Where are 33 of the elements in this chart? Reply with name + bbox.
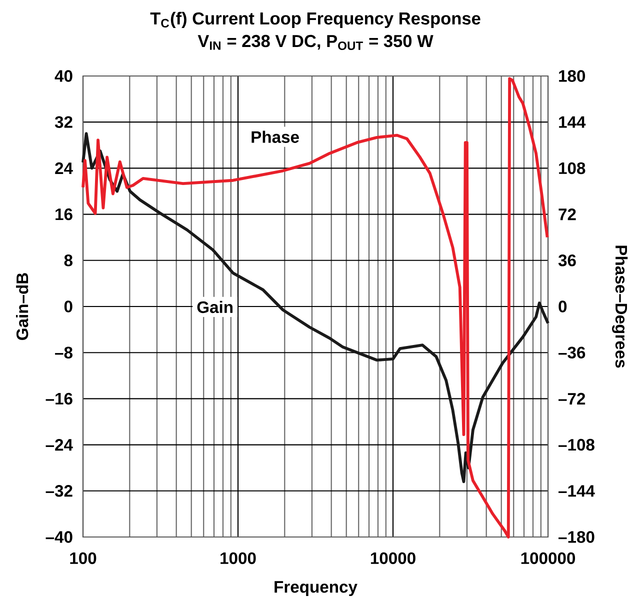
y-tick-label: 32 <box>54 116 72 128</box>
y-tick-label: 8 <box>64 254 72 266</box>
y2-axis-title: Phase–Degrees <box>612 246 628 368</box>
y-tick-label: –40 <box>46 531 72 543</box>
y2-tick-label: –180 <box>558 531 594 543</box>
y-tick-label: –24 <box>46 439 73 451</box>
y2-tick-label: –108 <box>558 438 594 451</box>
y-tick-label: –32 <box>46 485 72 497</box>
y2-tick-label: 0 <box>558 300 567 312</box>
chart-title: T$_{C}$(f) Current Loop Frequency Response <box>150 12 480 28</box>
y2-tick-label: –72 <box>558 392 586 404</box>
y-tick-label: 0 <box>64 300 72 312</box>
chart-subtitle: V$_{IN}$ = 238 V DC, P$_{OUT}$ = 350 W <box>198 34 434 50</box>
x-tick-label: 10000 <box>370 552 416 564</box>
y2-tick-label: –36 <box>558 346 586 358</box>
y-axis-title: Gain–dB <box>16 273 28 340</box>
y-tick-label: –16 <box>46 392 72 405</box>
y-tick-label: 16 <box>56 208 72 220</box>
y2-tick-label: 72 <box>558 208 576 220</box>
series-label: Phase <box>252 130 299 143</box>
x-tick-label: 100 <box>70 552 96 564</box>
y-tick-label: –8 <box>55 346 72 358</box>
x-tick-label: 1000 <box>220 552 256 564</box>
y2-tick-label: –144 <box>558 485 595 497</box>
y2-tick-label: 144 <box>559 116 586 128</box>
y-tick-label: 24 <box>55 162 73 174</box>
series-label: Gain <box>197 300 232 314</box>
y-tick-label: 40 <box>54 70 72 82</box>
y2-tick-label: 36 <box>558 254 576 266</box>
y2-tick-label: 108 <box>559 162 586 174</box>
y2-tick-label: 180 <box>559 70 586 82</box>
x-axis-title: Frequency <box>274 581 358 596</box>
x-tick-label: 100000 <box>521 552 576 564</box>
